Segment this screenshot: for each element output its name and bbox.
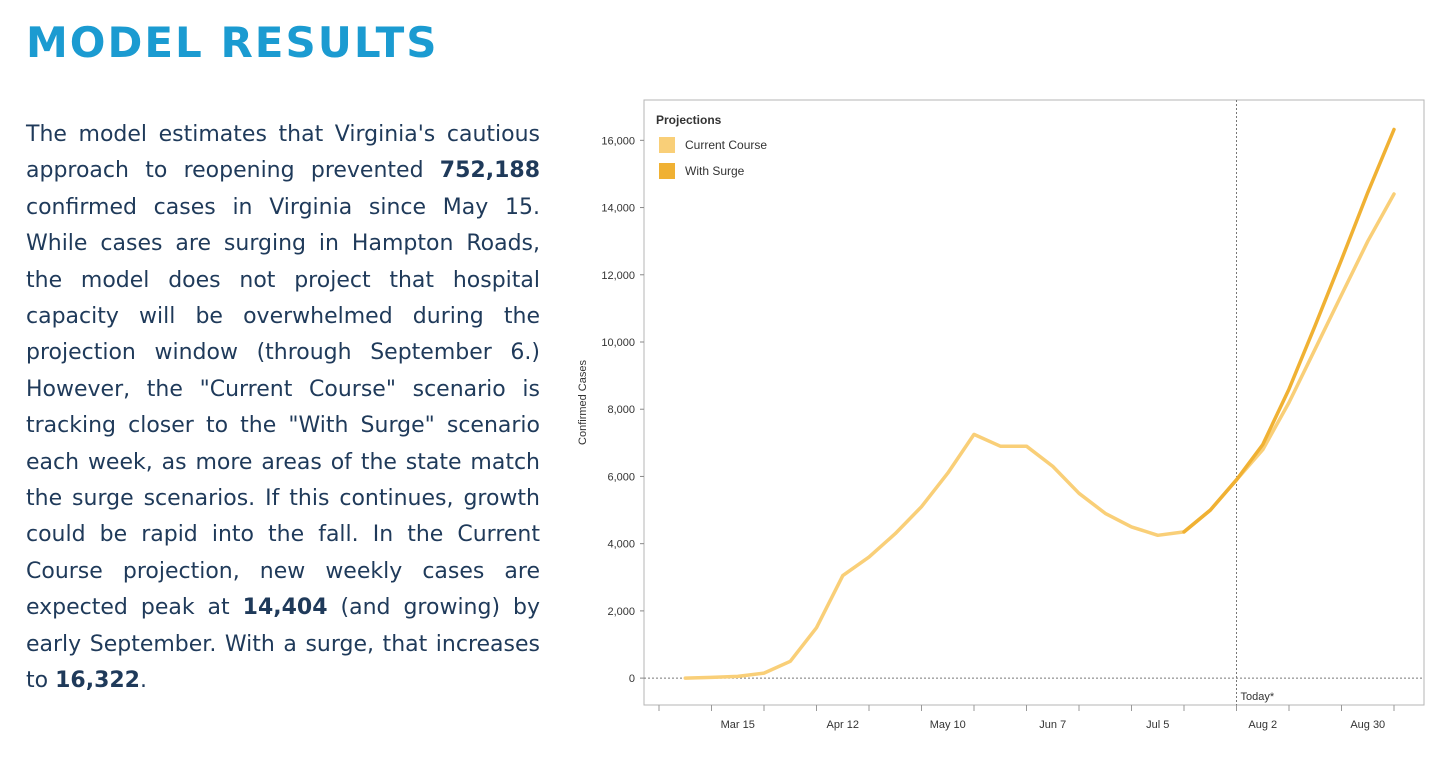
confirmed-cases-chart: 0 2,000 4,000 6,000 8,000 10,000 12,000 14,000 1…: [577, 99, 1425, 731]
y-tick-label: 2,000: [607, 606, 635, 618]
paragraph-text: confirmed cases in Virginia since May 15…: [26, 194, 540, 621]
highlight-number: 16,322: [55, 668, 140, 694]
today-label: Today*: [1241, 691, 1275, 703]
series-line-current-course: [683, 192, 1396, 680]
plot-frame: [643, 99, 1425, 706]
paragraph-text: The model estimates that Virginia's caut…: [26, 122, 540, 184]
y-tick-label: 10,000: [601, 337, 635, 349]
legend-title: Projections: [656, 113, 722, 127]
page-title: MODEL RESULTS: [26, 18, 439, 67]
y-tick-label: 4,000: [607, 539, 635, 551]
legend-swatch-current-course: [659, 137, 675, 153]
summary-paragraph: The model estimates that Virginia's caut…: [26, 117, 540, 700]
y-tick-label: 14,000: [601, 203, 635, 215]
legend-label: With Surge: [685, 164, 745, 178]
legend-swatch-with-surge: [659, 163, 675, 179]
x-tick-label: Mar 15: [721, 719, 755, 731]
y-axis-label: Confirmed Cases: [577, 360, 589, 445]
series-line-with-surge: [1182, 127, 1396, 534]
x-tick-label: May 10: [930, 719, 966, 731]
y-tick-label: 8,000: [607, 404, 635, 416]
highlight-number: 752,188: [439, 158, 540, 184]
paragraph-text: .: [140, 668, 147, 694]
y-tick-label: 6,000: [607, 471, 635, 483]
legend-label: Current Course: [685, 138, 767, 152]
x-tick-label: Apr 12: [827, 719, 859, 731]
y-tick-label: 16,000: [601, 135, 635, 147]
x-tick-label: Jul 5: [1146, 719, 1169, 731]
paragraph-text: (and growing) by early September. With a…: [26, 595, 540, 694]
x-tick-label: Aug 30: [1350, 719, 1385, 731]
x-tick-label: Jun 7: [1039, 719, 1066, 731]
y-tick-label: 0: [629, 673, 635, 685]
highlight-number: 14,404: [242, 595, 328, 621]
x-tick-label: Aug 2: [1248, 719, 1277, 731]
y-tick-label: 12,000: [601, 270, 635, 282]
